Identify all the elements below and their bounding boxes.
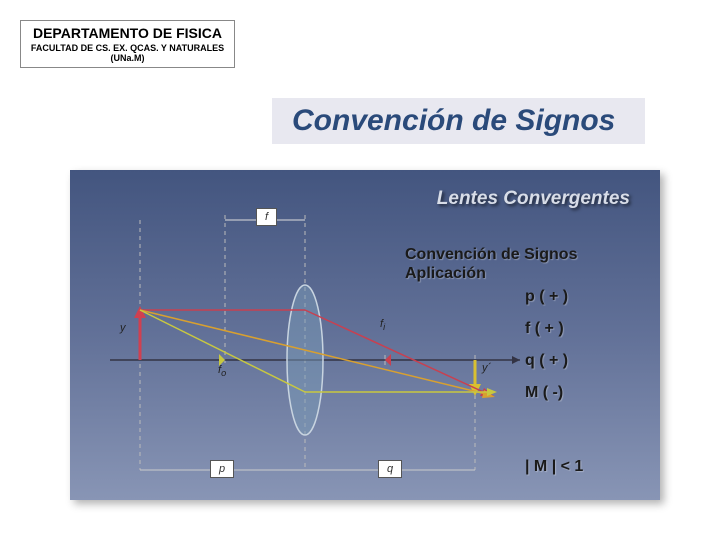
main-title: Convención de Signos — [292, 104, 615, 138]
subtitle: Convención de Signos Aplicación — [405, 245, 577, 283]
sign-q: q ( + ) — [525, 352, 568, 370]
optics-svg — [70, 170, 660, 500]
sign-f: f ( + ) — [525, 320, 564, 338]
dept-title: DEPARTAMENTO DE FISICA — [27, 25, 228, 41]
sign-p: p ( + ) — [525, 288, 568, 306]
subtitle-l2: Aplicación — [405, 265, 486, 282]
main-title-box: Convención de Signos — [272, 98, 645, 144]
department-header: DEPARTAMENTO DE FISICA FACULTAD DE CS. E… — [20, 20, 235, 68]
lentes-title: Lentes Convergentes — [437, 188, 630, 210]
f-label-box: f — [256, 208, 277, 226]
fi-label: fi — [380, 318, 385, 332]
subtitle-l1: Convención de Signos — [405, 246, 577, 263]
dept-subtitle: FACULTAD DE CS. EX. QCAS. Y NATURALES (U… — [27, 43, 228, 63]
fo-label: fo — [218, 364, 226, 378]
sign-m: M ( -) — [525, 384, 563, 402]
sign-absm: | M | < 1 — [525, 458, 583, 476]
yprime-label: y´ — [482, 362, 491, 374]
y-label: y — [120, 322, 126, 334]
p-label-box: p — [210, 460, 234, 478]
q-label-box: q — [378, 460, 402, 478]
diagram-panel: Lentes Convergentes Convención de Signos… — [70, 170, 660, 500]
